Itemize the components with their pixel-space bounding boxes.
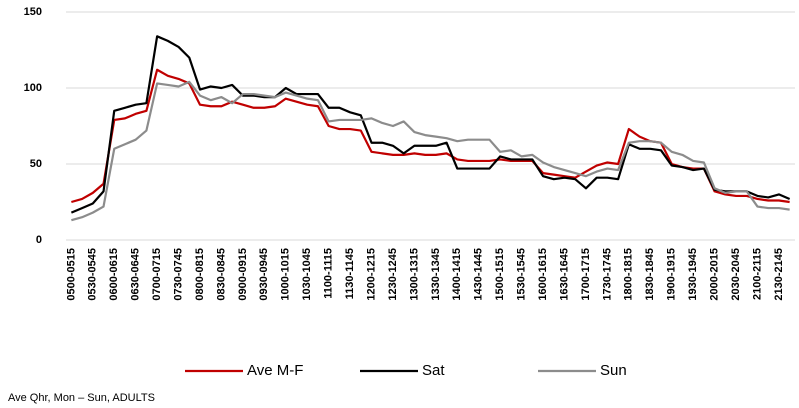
x-tick-label: 1830-1845 xyxy=(644,248,656,301)
x-tick-label: 1730-1745 xyxy=(601,248,613,301)
x-tick-label: 0930-0945 xyxy=(258,248,270,301)
x-tick-label: 1000-1015 xyxy=(280,248,292,301)
x-tick-label: 1100-1115 xyxy=(323,248,335,299)
x-tick-label: 1700-1715 xyxy=(580,248,592,301)
y-tick-label: 0 xyxy=(36,234,42,246)
x-tick-label: 1230-1245 xyxy=(387,248,399,301)
x-tick-label: 1130-1145 xyxy=(344,248,356,299)
series-line xyxy=(71,80,790,222)
x-tick-label: 0600-0615 xyxy=(108,248,120,301)
x-tick-label: 2030-2045 xyxy=(730,248,742,301)
x-tick-label: 2000-2015 xyxy=(709,248,721,301)
y-tick-label: 100 xyxy=(24,82,42,94)
x-tick-label: 2130-2145 xyxy=(773,248,785,301)
legend-label: Ave M-F xyxy=(247,362,303,379)
x-tick-label: 2100-2115 xyxy=(751,248,763,300)
x-tick-label: 0800-0815 xyxy=(194,248,206,301)
x-tick-label: 1430-1445 xyxy=(473,248,485,301)
x-tick-label: 1930-1945 xyxy=(687,248,699,301)
x-tick-label: 0500-0515 xyxy=(65,248,77,301)
legend-label: Sat xyxy=(422,362,445,379)
x-tick-label: 1300-1315 xyxy=(408,248,420,301)
series-line xyxy=(70,35,791,214)
x-tick-label: 1900-1915 xyxy=(666,248,678,301)
x-tick-label: 0530-0545 xyxy=(87,248,99,301)
x-tick-label: 0830-0845 xyxy=(215,248,227,301)
x-tick-label: 1200-1215 xyxy=(365,248,377,301)
footnote: Ave Qhr, Mon – Sun, ADULTS xyxy=(8,392,155,404)
legend-label: Sun xyxy=(600,362,627,379)
x-tick-label: 0630-0645 xyxy=(130,248,142,301)
x-tick-label: 1500-1515 xyxy=(494,248,506,301)
x-tick-label: 1800-1815 xyxy=(623,248,635,301)
y-tick-label: 50 xyxy=(30,158,42,170)
x-tick-label: 1630-1645 xyxy=(558,248,570,301)
x-tick-label: 1330-1345 xyxy=(430,248,442,301)
x-tick-label: 0700-0715 xyxy=(151,248,163,301)
x-tick-label: 1530-1545 xyxy=(516,248,528,301)
x-tick-label: 1030-1045 xyxy=(301,248,313,301)
y-tick-label: 150 xyxy=(24,6,42,18)
series-line xyxy=(71,68,790,204)
x-tick-label: 1600-1615 xyxy=(537,248,549,301)
x-tick-label: 0900-0915 xyxy=(237,248,249,301)
x-tick-label: 1400-1415 xyxy=(451,248,463,301)
x-tick-label: 0730-0745 xyxy=(172,248,184,301)
